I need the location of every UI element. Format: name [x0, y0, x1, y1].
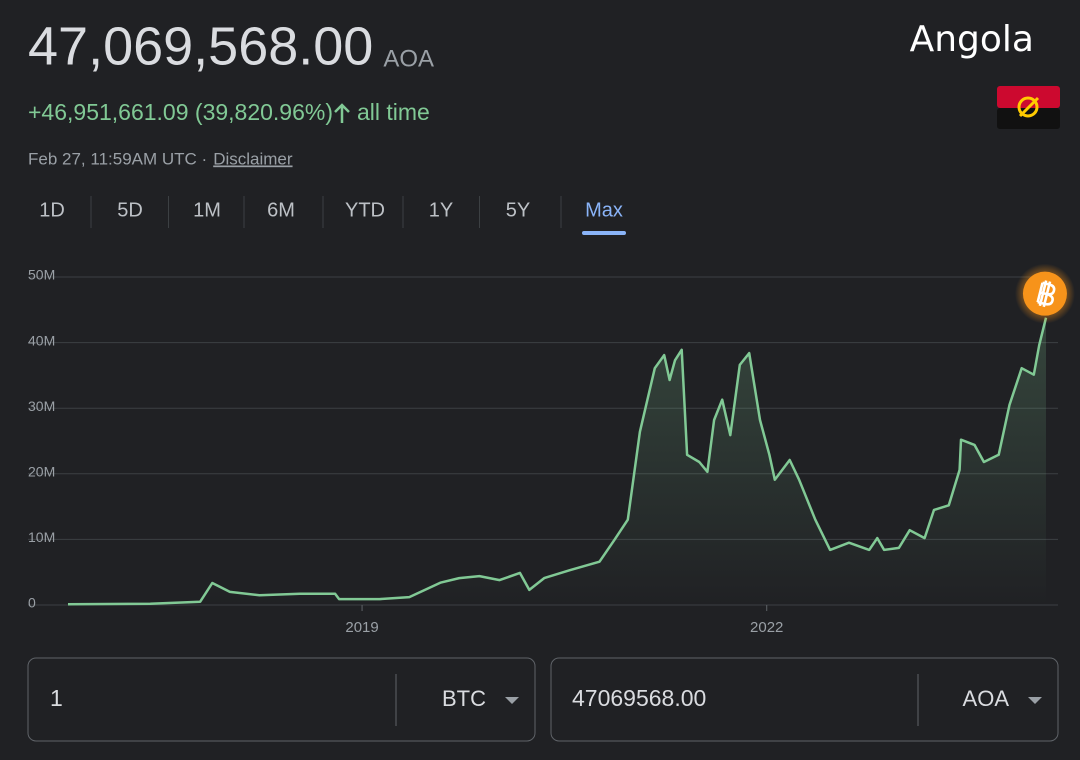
flag	[997, 86, 1060, 129]
y-tick-label: 0	[28, 595, 36, 611]
timestamp: Feb 27, 11:59AM UTC ·	[28, 149, 207, 168]
dropdown-arrow	[1028, 697, 1042, 704]
amount[interactable]: 47069568.00	[572, 685, 706, 711]
range-tab[interactable]: 5D	[117, 199, 143, 221]
y-tick-label: 40M	[28, 332, 55, 348]
up-arrow	[334, 103, 350, 123]
y-tick-label: 30M	[28, 398, 55, 414]
x-tick-label: 2022	[750, 619, 783, 636]
tab-indicator	[582, 231, 626, 235]
disclaimer-link[interactable]: Disclaimer	[213, 149, 293, 168]
price: 47,069,568.00	[28, 16, 373, 76]
converter-from: 1 BTC	[27, 657, 536, 742]
range-tab[interactable]: 6M	[267, 199, 295, 221]
input-box[interactable]	[27, 657, 536, 742]
change: +46,951,661.09 (39,820.96%)	[28, 99, 333, 125]
area	[68, 317, 1046, 605]
x-tick-label: 2019	[345, 619, 378, 636]
dropdown-arrow	[505, 697, 519, 704]
amount[interactable]: 1	[50, 685, 63, 711]
range-tab[interactable]: 1D	[39, 199, 65, 221]
country: Angola	[910, 19, 1034, 60]
input-box[interactable]	[550, 657, 1059, 742]
bitcoin-symbol	[1036, 280, 1056, 308]
range-tab[interactable]: Max	[585, 199, 623, 221]
y-tick-label: 10M	[28, 529, 55, 545]
converter-to: 47069568.00 AOA	[550, 657, 1059, 742]
currency: AOA	[383, 45, 434, 72]
range-tabs: 1D 5D 1M 6M YTD 1Y 5Y Max	[39, 196, 626, 235]
chart: 0 10M 20M 30M 40M 50M 2019 2022	[28, 263, 1075, 636]
currency-select[interactable]: BTC	[442, 686, 486, 711]
period: all time	[357, 99, 430, 125]
currency-select[interactable]: AOA	[963, 686, 1010, 711]
y-tick-label: 50M	[28, 267, 55, 283]
y-tick-label: 20M	[28, 464, 55, 480]
range-tab[interactable]: 1Y	[429, 199, 453, 221]
range-tab[interactable]: 1M	[193, 199, 221, 221]
price-line	[67, 317, 1048, 606]
range-tab[interactable]: 5Y	[506, 199, 530, 221]
range-tab[interactable]: YTD	[345, 199, 385, 221]
